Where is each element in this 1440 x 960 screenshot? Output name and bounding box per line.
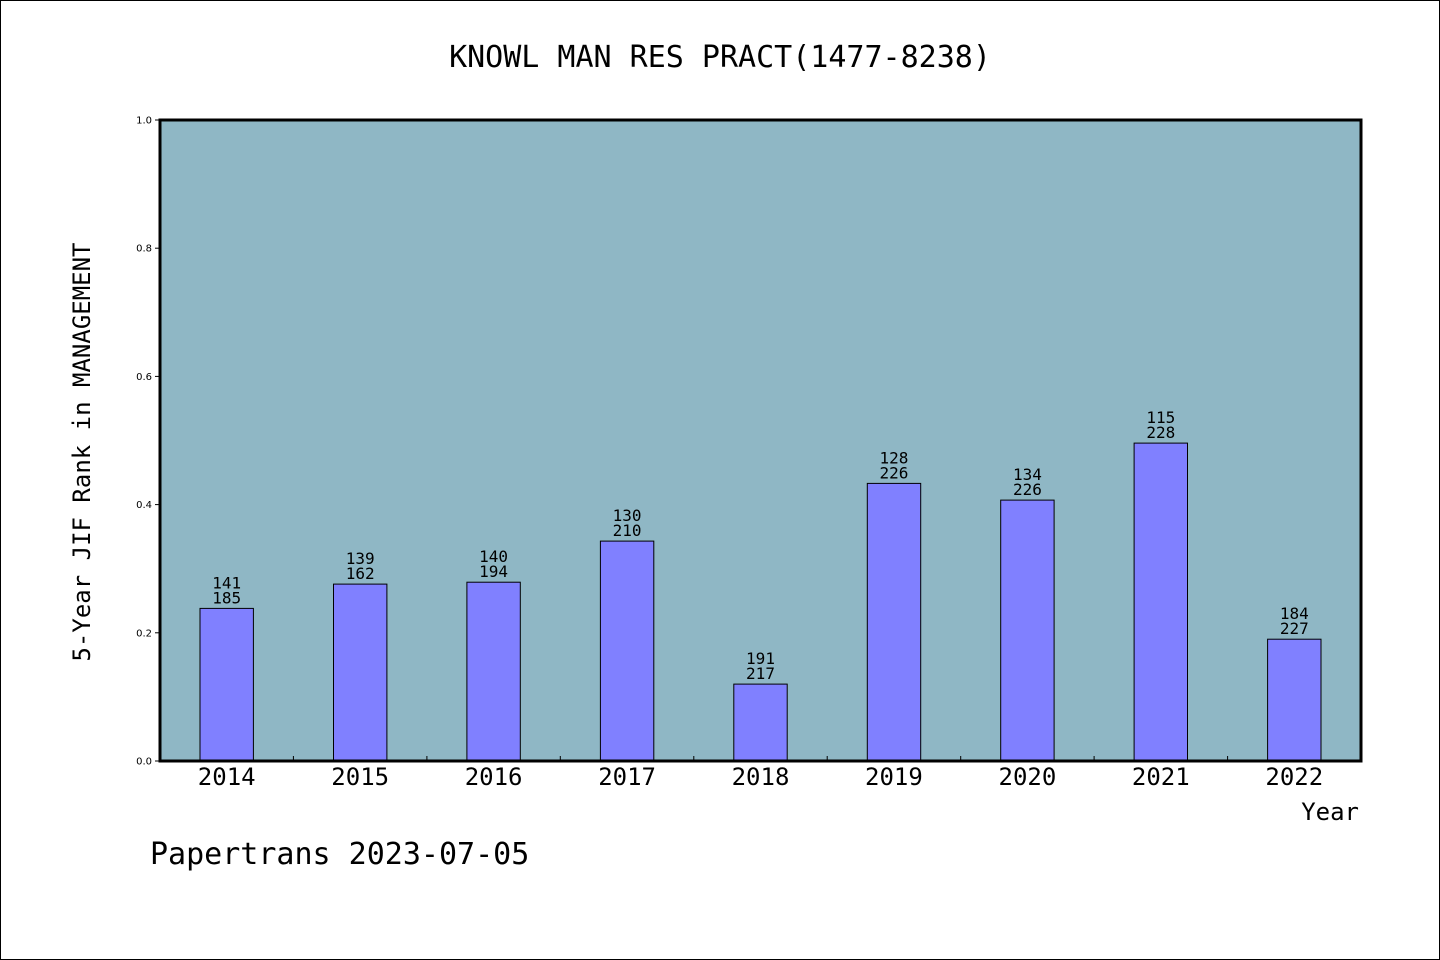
bar-label-total-2016: 194: [479, 562, 508, 581]
x-tick-label-2017: 2017: [598, 763, 656, 791]
bar-label-rank-2021: 115: [1146, 408, 1175, 427]
x-tick-label-2014: 2014: [198, 763, 256, 791]
bar-label-total-2020: 226: [1013, 480, 1042, 499]
bar-2019: [866, 482, 922, 762]
plot-border: [158, 118, 1363, 763]
bar-label-total-2019: 226: [879, 463, 908, 482]
y-tick-label: 0.8: [136, 244, 152, 255]
x-tick-label-2019: 2019: [865, 763, 923, 791]
bar-label-total-2015: 162: [346, 564, 375, 583]
bar-label-rank-2022: 184: [1280, 604, 1309, 623]
y-tick-label: 1.0: [136, 116, 152, 127]
footer-watermark: Papertrans 2023-07-05: [150, 837, 529, 872]
x-tick-label-2020: 2020: [999, 763, 1057, 791]
bar-label-total-2021: 228: [1146, 423, 1175, 442]
x-tick-label-2015: 2015: [331, 763, 389, 791]
bar-2015: [333, 583, 388, 762]
bar-2020: [1000, 499, 1055, 762]
bar-label-rank-2016: 140: [479, 547, 508, 566]
bar-2014: [199, 607, 254, 762]
chart-title: KNOWL MAN RES PRACT(1477-8238): [449, 40, 991, 75]
y-axis-ticks: 0.0 0.2 0.4 0.6 0.8 1.0: [136, 116, 160, 768]
bar-label-rank-2014: 141: [212, 573, 241, 592]
bar-label-rank-2019: 128: [879, 448, 908, 467]
bar-label-rank-2017: 130: [613, 506, 642, 525]
bar-2016: [466, 581, 521, 762]
y-tick-label: 0.2: [136, 628, 152, 639]
bar-2022: [1267, 638, 1322, 762]
x-axis-ticks: 2014 2015 2016 2017 2018 2019 2020 2021 2022: [198, 756, 1323, 791]
x-tick-label-2021: 2021: [1132, 763, 1190, 791]
bar-label-total-2017: 210: [613, 521, 642, 540]
y-tick-label: 0.4: [136, 500, 152, 511]
y-tick-label: 0.6: [136, 372, 152, 383]
x-tick-label-2016: 2016: [465, 763, 523, 791]
y-tick-label: 0.0: [136, 757, 152, 768]
bar-label-total-2014: 185: [212, 588, 241, 607]
bar-2018: [733, 683, 788, 762]
x-tick-label-2018: 2018: [732, 763, 790, 791]
bar-label-rank-2015: 139: [346, 549, 375, 568]
bar-2021: [1133, 442, 1188, 762]
bar-label-rank-2018: 191: [746, 649, 775, 668]
y-axis-label: 5-Year JIF Rank in MANAGEMENT: [68, 242, 96, 661]
bars-group: [199, 442, 1322, 762]
bar-label-total-2018: 217: [746, 664, 775, 683]
bar-2017: [599, 540, 655, 762]
bar-label-rank-2020: 134: [1013, 465, 1042, 484]
x-tick-label-2022: 2022: [1265, 763, 1323, 791]
bar-label-total-2022: 227: [1280, 619, 1309, 638]
x-axis-label: Year: [1301, 798, 1359, 826]
